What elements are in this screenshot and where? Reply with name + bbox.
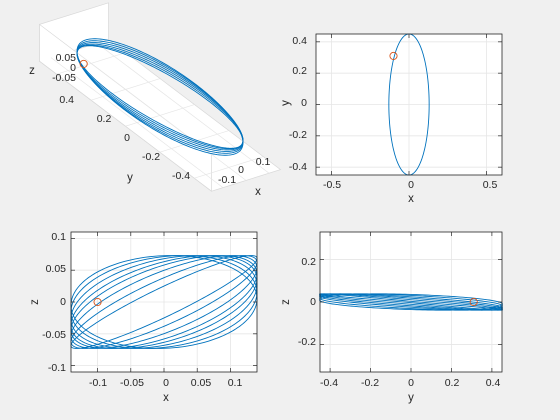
start-marker xyxy=(469,297,478,307)
z-axis-label: z xyxy=(29,299,41,305)
z-tick-label: 0.2 xyxy=(301,256,316,268)
axes-xy: -0.5 0 0.5 0.4 0.2 0 -0.2 -0.4 x y xyxy=(280,33,503,205)
y-tick-label: 0.2 xyxy=(292,65,307,77)
trajectory-loop-3d xyxy=(76,42,244,152)
y-tick-label: 0 xyxy=(301,97,307,109)
x-tick-label: 0.2 xyxy=(445,377,460,389)
z-tick-label: -0.2 xyxy=(298,336,316,348)
start-marker xyxy=(93,297,102,307)
gridline-3d xyxy=(50,57,224,188)
x-tick-label: -0.5 xyxy=(323,179,341,191)
y-tick-label: -0.4 xyxy=(172,170,190,182)
x-axis-label: x xyxy=(408,193,414,205)
axes-yz: -0.4 -0.2 0 0.2 0.4 0.2 0 -0.2 y z xyxy=(280,231,503,404)
gridline-3d xyxy=(73,50,247,181)
z-tick-label: 0 xyxy=(60,296,66,308)
y-tick-label: 0.2 xyxy=(97,113,112,125)
y-tick-label: -0.4 xyxy=(289,161,307,173)
x-tick-label: 0.4 xyxy=(486,377,501,389)
z-tick-label: -0.05 xyxy=(52,72,76,84)
x-tick-label: 0.5 xyxy=(483,179,498,191)
y-tick-label: 0.4 xyxy=(59,94,74,106)
x-axis-label: y xyxy=(408,392,414,404)
y-axis-label: y xyxy=(280,100,292,106)
z-tick-label: 0.1 xyxy=(51,231,66,243)
z-tick-label: 0.05 xyxy=(56,52,77,64)
y-tick-label: 0 xyxy=(124,132,130,144)
x-axis-label: x xyxy=(255,186,261,198)
z-tick-label: 0 xyxy=(70,62,76,74)
z-axis-label: z xyxy=(280,299,292,305)
axes-xz-tick-labels: -0.1 -0.05 0 0.05 0.1 0.1 0.05 0 -0.05 -… xyxy=(42,231,242,389)
axes-xy-plot xyxy=(315,33,503,176)
x-axis-label: x xyxy=(163,392,169,404)
start-marker xyxy=(389,51,398,60)
trajectory-loop-3d xyxy=(76,43,244,151)
trajectory-loop-3d xyxy=(76,45,244,149)
y-tick-label: -0.2 xyxy=(289,129,307,141)
z-tick-label: -0.05 xyxy=(42,329,66,341)
axes-xy-tick-labels: -0.5 0 0.5 0.4 0.2 0 -0.2 -0.4 xyxy=(289,35,498,191)
axes-3d-tick-labels: 0.05 0 -0.05 0.4 0.2 0 -0.2 -0.4 -0.1 0 … xyxy=(52,52,270,186)
x-tick-label: 0 xyxy=(408,179,414,191)
start-marker xyxy=(79,59,88,68)
z-tick-label: -0.1 xyxy=(48,362,66,374)
z-axis-label: z xyxy=(29,65,35,77)
axes-xz-plot xyxy=(70,231,258,373)
axes-3d: 0.05 0 -0.05 0.4 0.2 0 -0.2 -0.4 -0.1 0 … xyxy=(29,2,282,198)
axes-3d-plot xyxy=(38,2,282,192)
axes-yz-plot xyxy=(319,231,503,373)
x-tick-label: -0.2 xyxy=(361,377,379,389)
x-tick-label: 0.05 xyxy=(191,377,212,389)
axes-xz: -0.1 -0.05 0 0.05 0.1 0.1 0.05 0 -0.05 -… xyxy=(29,231,258,404)
x-tick-label: -0.05 xyxy=(120,377,144,389)
axes-yz-tick-labels: -0.4 -0.2 0 0.2 0.4 0.2 0 -0.2 xyxy=(298,256,501,389)
y-axis-label: y xyxy=(127,172,133,184)
z-tick-label: 0 xyxy=(310,296,316,308)
x-tick-label: -0.1 xyxy=(89,377,107,389)
x-tick-label: 0.1 xyxy=(256,156,271,168)
x-tick-label: 0 xyxy=(163,377,169,389)
x-tick-label: 0 xyxy=(408,377,414,389)
y-tick-label: 0.4 xyxy=(292,35,307,47)
gridline-3d xyxy=(96,42,270,174)
x-tick-label: 0.1 xyxy=(228,377,243,389)
x-tick-label: -0.1 xyxy=(218,174,236,186)
y-tick-label: -0.2 xyxy=(142,151,160,163)
x-tick-label: -0.4 xyxy=(320,377,338,389)
z-tick-label: 0.05 xyxy=(46,263,67,275)
x-tick-label: 0 xyxy=(238,164,244,176)
